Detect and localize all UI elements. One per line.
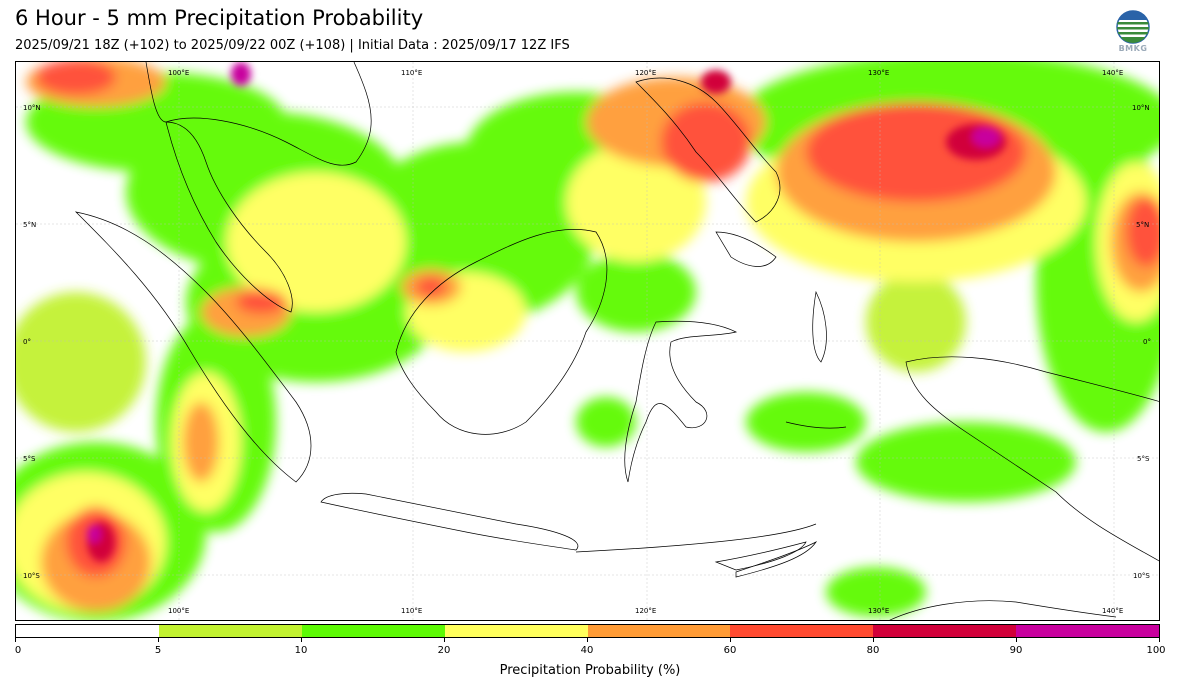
lon-label: 110°E <box>401 607 422 615</box>
precip-core <box>87 62 1006 562</box>
lat-label: 5°N <box>23 221 36 229</box>
colorbar-tick-label: 5 <box>154 645 162 656</box>
lat-label: 10°N <box>23 104 41 112</box>
map-title: 6 Hour - 5 mm Precipitation Probability <box>15 6 424 30</box>
colorbar-segment <box>301 625 445 637</box>
lon-label: 140°E <box>1102 607 1123 615</box>
precip-field <box>16 62 1159 620</box>
colorbar-tickmark <box>444 638 445 642</box>
lat-label: 5°S <box>23 455 36 463</box>
colorbar-tickmark <box>1016 638 1017 642</box>
lon-label: 130°E <box>868 69 889 77</box>
lon-label: 120°E <box>635 607 656 615</box>
colorbar-segment <box>730 625 874 637</box>
lat-label: 0° <box>1143 338 1151 346</box>
colorbar-tick-label: 80 <box>866 645 880 656</box>
colorbar-segment <box>16 625 159 637</box>
colorbar-tick-label: 90 <box>1009 645 1023 656</box>
colorbar-label: Precipitation Probability (%) <box>499 663 681 678</box>
lon-label: 130°E <box>868 607 889 615</box>
longitude-labels-bottom: 100°E 110°E 120°E 130°E 140°E <box>168 607 1123 615</box>
lon-label: 100°E <box>168 607 189 615</box>
latitude-labels-left: 10°N 5°N 0° 5°S 10°S <box>23 104 41 580</box>
colorbar-tickmark <box>158 638 159 642</box>
lat-label: 0° <box>23 338 31 346</box>
precipitation-map[interactable]: 100°E 110°E 120°E 130°E 140°E 100°E 110°… <box>15 61 1160 621</box>
lat-label: 5°S <box>1137 455 1150 463</box>
bmkg-logo <box>1116 10 1150 44</box>
colorbar-tick-label: 10 <box>294 645 308 656</box>
lon-label: 120°E <box>635 69 656 77</box>
colorbar-segment <box>444 625 588 637</box>
lon-label: 110°E <box>401 69 422 77</box>
colorbar-tick-label: 60 <box>723 645 737 656</box>
colorbar-segment <box>587 625 731 637</box>
graticule <box>16 62 1159 620</box>
colorbar-tick-label: 100 <box>1146 645 1166 656</box>
colorbar-tickmark <box>1159 638 1160 642</box>
colorbar-segment <box>1016 625 1159 637</box>
colorbar <box>15 624 1160 638</box>
colorbar-tick-label: 20 <box>437 645 451 656</box>
coastlines <box>74 62 1159 620</box>
map-canvas: 100°E 110°E 120°E 130°E 140°E 100°E 110°… <box>16 62 1159 620</box>
colorbar-tick-label: 0 <box>14 645 22 656</box>
colorbar-tickmark <box>587 638 588 642</box>
latitude-labels-right: 10°N 5°N 0° 5°S 10°S <box>1132 104 1151 580</box>
lat-label: 10°N <box>1132 104 1150 112</box>
lon-label: 140°E <box>1102 69 1123 77</box>
colorbar-tickmark <box>301 638 302 642</box>
lat-label: 5°N <box>1136 221 1149 229</box>
colorbar-segment <box>158 625 302 637</box>
colorbar-tickmark <box>15 638 16 642</box>
colorbar-tickmark <box>873 638 874 642</box>
colorbar-tickmark <box>730 638 731 642</box>
logo-text: BMKG <box>1118 44 1148 53</box>
longitude-labels-top: 100°E 110°E 120°E 130°E 140°E <box>168 69 1123 77</box>
colorbar-segment <box>873 625 1017 637</box>
colorbar-tick-label: 40 <box>580 645 594 656</box>
map-subtitle: 2025/09/21 18Z (+102) to 2025/09/22 00Z … <box>15 38 570 53</box>
lat-label: 10°S <box>23 572 40 580</box>
lat-label: 10°S <box>1133 572 1150 580</box>
lon-label: 100°E <box>168 69 189 77</box>
